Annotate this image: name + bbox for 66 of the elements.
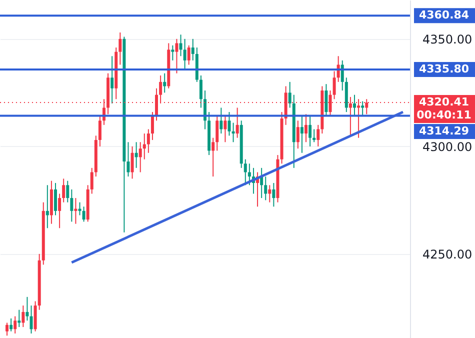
- candlestick: [300, 116, 304, 154]
- candlestick: [236, 107, 239, 138]
- candlestick: [332, 70, 336, 100]
- candlestick: [54, 182, 58, 216]
- candlestick: [46, 184, 49, 229]
- y-tick-label: 4350.00: [422, 32, 472, 46]
- candlestick: [150, 112, 154, 140]
- candlestick: [216, 116, 219, 152]
- candlestick: [10, 318, 13, 332]
- candlestick: [90, 167, 94, 194]
- candlestick: [126, 142, 130, 178]
- candlestick: [232, 122, 235, 143]
- candlestick: [191, 38, 194, 61]
- candlestick: [199, 74, 202, 108]
- candlestick: [82, 206, 86, 222]
- candlestick: [78, 202, 82, 216]
- candlestick: [308, 116, 312, 147]
- candlestick: [312, 128, 316, 143]
- ref-line-label: 4314.29: [418, 124, 470, 138]
- candlestick: [34, 300, 37, 332]
- ref-line-label: 4360.84: [418, 8, 470, 22]
- candlestick: [288, 81, 292, 108]
- candlestick: [212, 137, 215, 178]
- candlestick: [142, 133, 146, 160]
- candlestick: [340, 60, 344, 92]
- candlestick: [324, 84, 328, 117]
- candlestick: [58, 193, 62, 229]
- candlestick: [264, 176, 268, 201]
- candlestick: [187, 44, 190, 66]
- candlestick: [70, 188, 74, 222]
- candlestick: [22, 305, 25, 328]
- candlestick: [30, 305, 33, 334]
- candlestick: [175, 38, 178, 74]
- candlestick: [224, 116, 227, 143]
- candlestick: [352, 94, 356, 117]
- candlestick: [14, 316, 17, 334]
- candlestick: [228, 112, 231, 136]
- candlestick: [66, 180, 70, 203]
- candlestick: [138, 142, 142, 173]
- candlestick: [316, 124, 320, 147]
- candlestick: [130, 146, 134, 180]
- candlestick: [134, 142, 138, 168]
- candlestick: [220, 107, 223, 134]
- y-tick-label: 4300.00: [422, 140, 472, 154]
- candlestick: [296, 120, 300, 150]
- candlestick: [272, 182, 276, 208]
- y-tick-label: 4250.00: [422, 247, 472, 262]
- candlestick: [179, 34, 182, 57]
- candlestick: [268, 184, 272, 203]
- candlestick: [146, 128, 150, 154]
- ref-line-label: 4335.80: [418, 62, 470, 76]
- candlestick: [248, 163, 251, 186]
- candlestick: [26, 296, 29, 322]
- candlestick: [74, 198, 78, 224]
- candlestick: [6, 322, 9, 336]
- candlestick: [304, 114, 308, 143]
- candlestick: [183, 38, 186, 70]
- candlestick: [110, 56, 114, 104]
- candlestick: [18, 309, 21, 328]
- candlestick: [163, 72, 166, 94]
- candlestick: [62, 178, 66, 203]
- ref-line-label: 4320.41 00:40:11: [416, 96, 472, 122]
- candlestick: [361, 100, 364, 117]
- candlestick: [171, 44, 174, 61]
- candlestick: [118, 32, 122, 66]
- candlestick: [98, 116, 102, 147]
